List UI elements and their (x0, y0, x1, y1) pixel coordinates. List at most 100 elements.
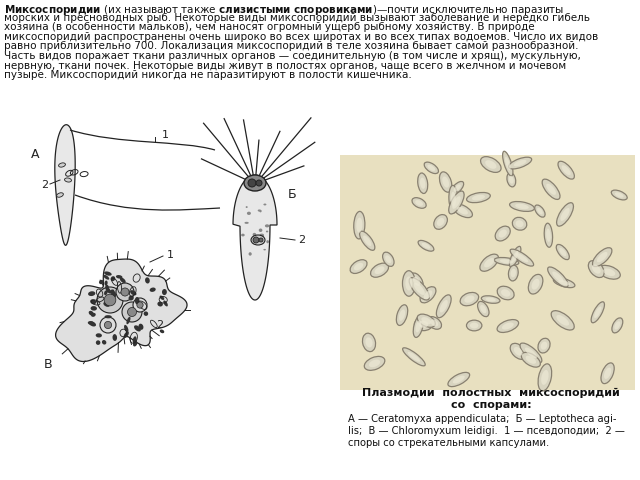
Ellipse shape (604, 368, 611, 379)
Text: споры со стрекательными капсулами.: споры со стрекательными капсулами. (348, 438, 549, 448)
Text: Плазмодии  полостных  миксоспоридий: Плазмодии полостных миксоспоридий (362, 388, 620, 398)
Ellipse shape (258, 209, 261, 212)
Text: пузыре. Миксоспоридий никогда не паразитируют в полости кишечника.: пузыре. Миксоспоридий никогда не паразит… (4, 70, 412, 80)
Ellipse shape (259, 228, 262, 232)
Ellipse shape (541, 342, 547, 349)
Ellipse shape (592, 264, 600, 274)
Ellipse shape (251, 235, 265, 245)
Ellipse shape (457, 207, 468, 215)
Ellipse shape (96, 340, 100, 345)
Ellipse shape (515, 253, 529, 262)
Ellipse shape (88, 321, 94, 325)
Bar (0, 155, 340, 390)
Ellipse shape (514, 347, 523, 356)
Ellipse shape (59, 163, 65, 167)
Ellipse shape (424, 290, 433, 299)
Ellipse shape (501, 289, 510, 297)
Text: 1: 1 (161, 130, 168, 140)
Ellipse shape (597, 252, 607, 262)
Ellipse shape (454, 184, 461, 192)
Text: со  спорами:: со спорами: (451, 400, 531, 410)
Ellipse shape (593, 248, 612, 266)
Ellipse shape (481, 296, 500, 303)
Ellipse shape (418, 240, 434, 251)
Ellipse shape (103, 302, 109, 307)
Polygon shape (233, 175, 277, 300)
Ellipse shape (260, 239, 264, 241)
Ellipse shape (552, 272, 564, 283)
Ellipse shape (428, 165, 435, 171)
Text: 2: 2 (298, 235, 305, 245)
Ellipse shape (124, 331, 129, 338)
Ellipse shape (557, 203, 573, 226)
Ellipse shape (354, 263, 364, 270)
Ellipse shape (561, 208, 570, 221)
Ellipse shape (369, 360, 380, 367)
Ellipse shape (89, 322, 96, 326)
Ellipse shape (467, 320, 482, 331)
Text: 2: 2 (42, 180, 49, 190)
Ellipse shape (534, 205, 545, 217)
Ellipse shape (601, 363, 614, 384)
Ellipse shape (451, 192, 456, 207)
Ellipse shape (133, 341, 138, 347)
Circle shape (137, 302, 143, 308)
Ellipse shape (420, 287, 436, 303)
Ellipse shape (480, 254, 499, 271)
Ellipse shape (99, 280, 104, 284)
Ellipse shape (437, 218, 444, 226)
Ellipse shape (559, 248, 566, 256)
Ellipse shape (113, 334, 117, 341)
Circle shape (104, 322, 111, 329)
Ellipse shape (562, 165, 571, 175)
Ellipse shape (505, 157, 511, 170)
Ellipse shape (427, 317, 442, 329)
Text: хозяина (в особенности мальков), чем наносят огромный ущерб рыбному хозяйству. В: хозяина (в особенности мальков), чем нан… (4, 22, 534, 32)
Ellipse shape (440, 172, 452, 192)
Ellipse shape (548, 267, 568, 287)
Ellipse shape (440, 300, 448, 312)
Ellipse shape (542, 179, 560, 199)
Ellipse shape (511, 269, 516, 277)
Ellipse shape (464, 295, 474, 303)
Ellipse shape (546, 184, 556, 195)
Ellipse shape (241, 234, 244, 237)
Text: $\mathbf{Миксоспоридии}$ (их называют также $\mathbf{слизистыми\ споровиками}$)—: $\mathbf{Миксоспоридии}$ (их называют та… (4, 3, 564, 17)
Ellipse shape (502, 151, 513, 176)
Ellipse shape (409, 277, 429, 300)
Ellipse shape (512, 251, 518, 262)
Ellipse shape (88, 291, 95, 296)
Text: В: В (44, 359, 52, 372)
Ellipse shape (383, 252, 394, 266)
Ellipse shape (403, 271, 415, 296)
Ellipse shape (541, 370, 548, 385)
Ellipse shape (104, 280, 108, 286)
Text: 1: 1 (166, 250, 173, 260)
Ellipse shape (472, 195, 485, 200)
Ellipse shape (558, 161, 574, 179)
Ellipse shape (480, 305, 486, 313)
Ellipse shape (374, 266, 385, 274)
Ellipse shape (486, 298, 496, 301)
Ellipse shape (419, 321, 428, 328)
Ellipse shape (90, 299, 96, 304)
Ellipse shape (449, 185, 458, 213)
Ellipse shape (89, 311, 94, 315)
Polygon shape (56, 259, 187, 361)
Ellipse shape (421, 317, 431, 324)
Ellipse shape (410, 273, 423, 290)
Ellipse shape (522, 352, 540, 367)
Ellipse shape (481, 156, 501, 172)
Circle shape (116, 283, 134, 301)
Ellipse shape (396, 305, 408, 325)
Ellipse shape (514, 160, 527, 166)
Ellipse shape (448, 372, 470, 386)
Ellipse shape (145, 277, 150, 284)
Ellipse shape (259, 238, 263, 242)
Ellipse shape (515, 204, 529, 209)
Ellipse shape (91, 306, 97, 311)
Ellipse shape (525, 348, 537, 359)
Ellipse shape (253, 233, 256, 236)
Ellipse shape (413, 315, 424, 337)
Ellipse shape (502, 323, 514, 330)
